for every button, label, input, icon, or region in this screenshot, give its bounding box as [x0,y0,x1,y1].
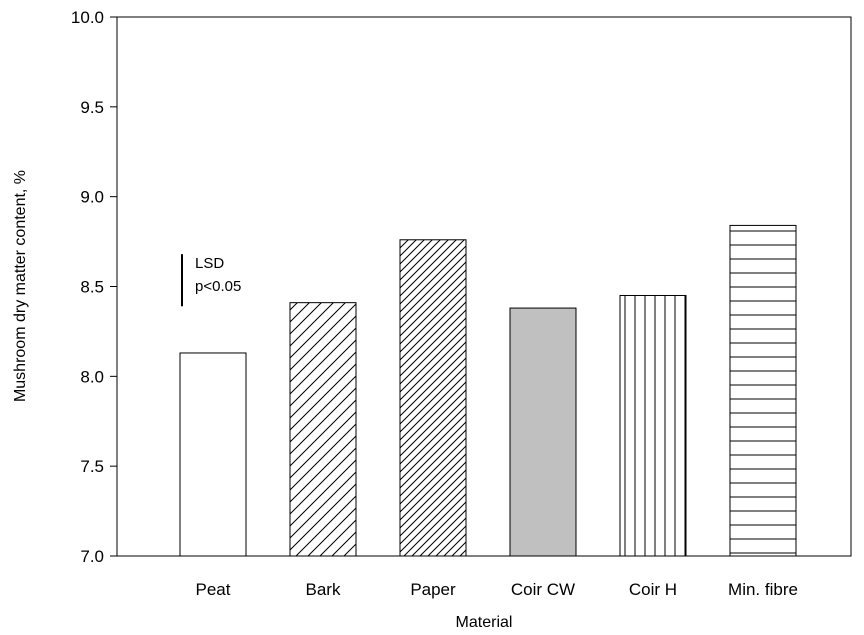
y-axis: 7.0 7.5 8.0 8.5 9.0 9.5 10.0 [71,8,117,566]
y-tick-label: 8.5 [80,278,104,297]
x-tick-label: Peat [196,580,231,599]
y-tick-label: 9.5 [80,98,104,117]
x-tick-label: Coir H [629,580,677,599]
lsd-label: LSD [195,255,224,272]
bar-paper [399,239,467,557]
y-tick-label: 9.0 [80,188,104,207]
lsd-significance-label: p<0.05 [195,278,241,295]
x-axis-title: Material [456,614,513,631]
x-tick-label: Bark [306,580,341,599]
y-tick-label: 7.5 [80,457,104,476]
y-tick-label: 7.0 [80,547,104,566]
y-axis-title: Mushroom dry matter content, % [12,170,29,402]
bar-peat [179,352,247,557]
y-tick-label: 10.0 [71,8,104,27]
x-tick-label: Paper [410,580,456,599]
x-axis-tick-labels: Peat Bark Paper Coir CW Coir H Min. fibre [196,580,798,599]
y-tick-label: 8.0 [80,367,104,386]
lsd-annotation: LSD p<0.05 [181,254,241,307]
bar-coir-cw [509,307,577,557]
x-tick-label: Coir CW [511,580,575,599]
bar-coir-h [619,294,687,557]
bar-series [179,224,797,557]
bar-min-fibre [729,224,797,557]
x-tick-label: Min. fibre [728,580,798,599]
bar-bark [289,302,357,557]
